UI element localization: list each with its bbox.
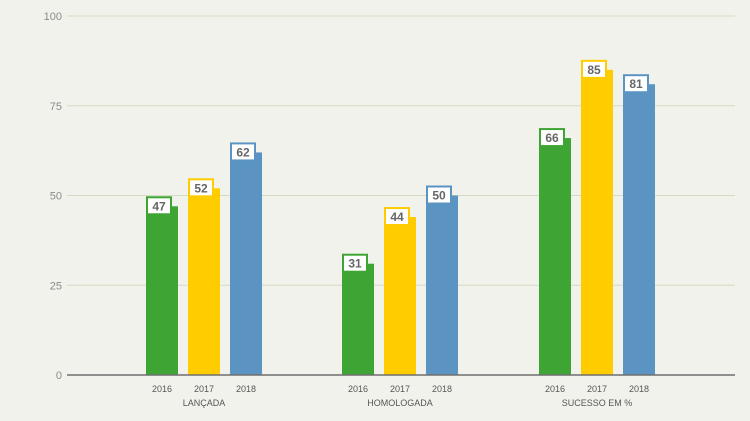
bar bbox=[384, 217, 416, 375]
data-label-box bbox=[342, 253, 368, 273]
axes: 0 25 50 75 100 2016 2017 2018 LANÇADA 2016 2017 201… bbox=[44, 11, 735, 408]
bars bbox=[146, 69, 655, 376]
bar bbox=[539, 138, 571, 375]
data-label-box bbox=[384, 207, 410, 227]
bar bbox=[342, 263, 374, 375]
data-label-box bbox=[188, 178, 214, 198]
data-label-box bbox=[426, 185, 452, 205]
x-tick-label: 2016 bbox=[152, 384, 172, 394]
y-tick-label: 25 bbox=[50, 280, 62, 292]
bar bbox=[230, 152, 262, 375]
data-label-box bbox=[230, 142, 256, 162]
y-tick-label: 75 bbox=[50, 101, 62, 113]
data-label: 66 bbox=[545, 131, 559, 145]
y-tick-label: 50 bbox=[50, 191, 62, 203]
data-label: 44 bbox=[390, 210, 404, 224]
bar bbox=[623, 84, 655, 376]
bar bbox=[188, 188, 220, 375]
data-label: 52 bbox=[194, 181, 208, 195]
x-tick-label: 2017 bbox=[194, 384, 214, 394]
bar bbox=[146, 206, 178, 375]
x-tick-label: 2018 bbox=[432, 384, 452, 394]
y-tick-label: 0 bbox=[56, 370, 62, 382]
x-tick-label: 2018 bbox=[629, 384, 649, 394]
data-label: 81 bbox=[629, 77, 643, 91]
bar bbox=[581, 69, 613, 375]
data-label-box bbox=[581, 59, 607, 79]
data-label: 31 bbox=[348, 257, 362, 271]
category-label: SUCESSO EM % bbox=[562, 398, 633, 408]
x-tick-label: 2016 bbox=[348, 384, 368, 394]
data-label-box bbox=[623, 74, 649, 94]
x-tick-label: 2017 bbox=[390, 384, 410, 394]
x-tick-label: 2017 bbox=[587, 384, 607, 394]
data-label: 50 bbox=[432, 189, 446, 203]
value-labels: 47 52 62 31 44 50 66 85 81 bbox=[146, 59, 649, 273]
data-label-box bbox=[146, 196, 172, 216]
data-label-box bbox=[539, 128, 565, 148]
data-label: 85 bbox=[587, 63, 601, 77]
data-label: 62 bbox=[236, 145, 250, 159]
data-label: 47 bbox=[152, 199, 166, 213]
category-label: LANÇADA bbox=[183, 398, 226, 408]
x-tick-label: 2016 bbox=[545, 384, 565, 394]
y-tick-label: 100 bbox=[44, 11, 62, 23]
x-tick-label: 2018 bbox=[236, 384, 256, 394]
bar bbox=[426, 195, 458, 375]
category-label: HOMOLOGADA bbox=[367, 398, 433, 408]
